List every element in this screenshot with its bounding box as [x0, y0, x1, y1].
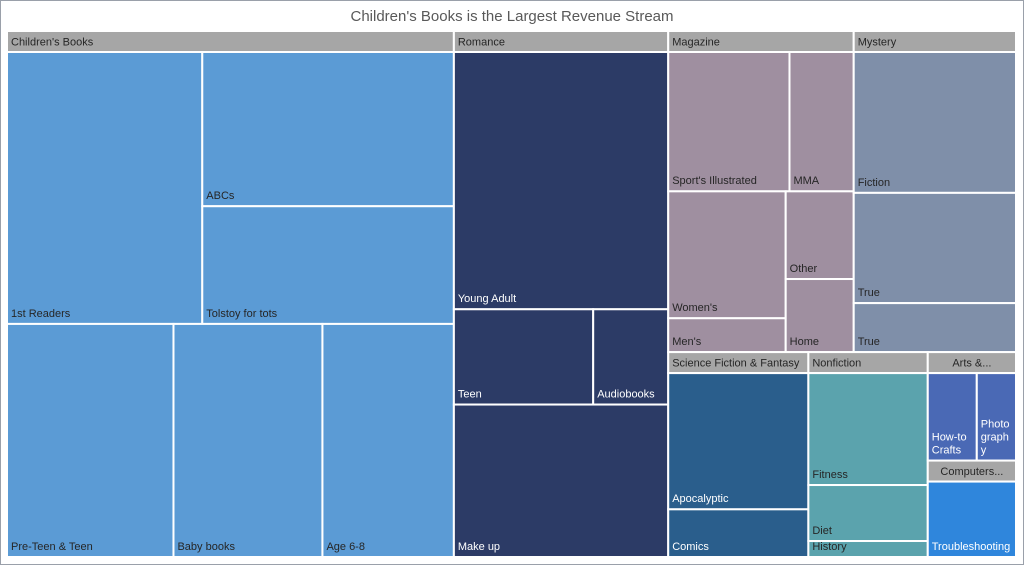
tile: [201, 51, 455, 208]
tile: [172, 322, 324, 558]
group-label: Romance: [458, 36, 505, 48]
tile-label: Fiction: [858, 177, 890, 189]
tile-label: Sport's Illustrated: [672, 175, 757, 187]
tile-label: Apocalyptic: [672, 493, 729, 505]
tile-label: Teen: [458, 388, 482, 400]
tile-label: Audiobooks: [597, 388, 655, 400]
tile: [788, 51, 855, 193]
tile: [201, 205, 455, 325]
tile: [807, 372, 929, 487]
tile-label: History: [812, 541, 847, 553]
group-label: Mystery: [858, 36, 897, 48]
group-label: Arts &...: [952, 358, 991, 370]
tile-label: Troubleshooting: [932, 541, 1010, 553]
tile-label: How-to Crafts: [932, 431, 967, 456]
group-label: Magazine: [672, 36, 720, 48]
tile-label: 1st Readers: [11, 308, 71, 320]
group-label: Science Fiction & Fantasy: [672, 358, 800, 370]
tile-label: True: [858, 336, 880, 348]
tile: [852, 51, 1017, 194]
tile: [6, 51, 204, 325]
tile-label: Photo graph y: [981, 418, 1010, 456]
tile-label: Men's: [672, 336, 701, 348]
tile: [452, 403, 670, 559]
tile-label: Other: [790, 263, 818, 275]
tile: [926, 372, 978, 462]
chart-title: Children's Books is the Largest Revenue …: [350, 8, 673, 25]
tile-label: Baby books: [177, 541, 235, 553]
group-label: Children's Books: [11, 36, 94, 48]
tile: [321, 322, 455, 558]
tile-label: Home: [790, 336, 819, 348]
tile-label: True: [858, 287, 880, 299]
tile: [926, 480, 1018, 559]
tile: [667, 190, 787, 320]
tile: [667, 372, 810, 511]
tile: [852, 191, 1017, 305]
tile-label: Fitness: [812, 469, 848, 481]
tile-label: Pre-Teen & Teen: [11, 541, 93, 553]
group-label: Nonfiction: [812, 358, 861, 370]
tile-label: Diet: [812, 525, 832, 537]
tile-label: MMA: [793, 175, 819, 187]
tile-label: Comics: [672, 541, 709, 553]
group-label: Computers...: [940, 466, 1003, 478]
tile-label: Tolstoy for tots: [206, 308, 277, 320]
tile: [667, 51, 791, 193]
tile-label: Young Adult: [458, 293, 516, 305]
tile-label: Make up: [458, 541, 500, 553]
tile: [6, 322, 175, 558]
tile-label: ABCs: [206, 190, 235, 202]
tile: [452, 51, 670, 311]
tile-label: Age 6-8: [326, 541, 365, 553]
tile: [667, 508, 810, 558]
tile-label: Women's: [672, 302, 718, 314]
